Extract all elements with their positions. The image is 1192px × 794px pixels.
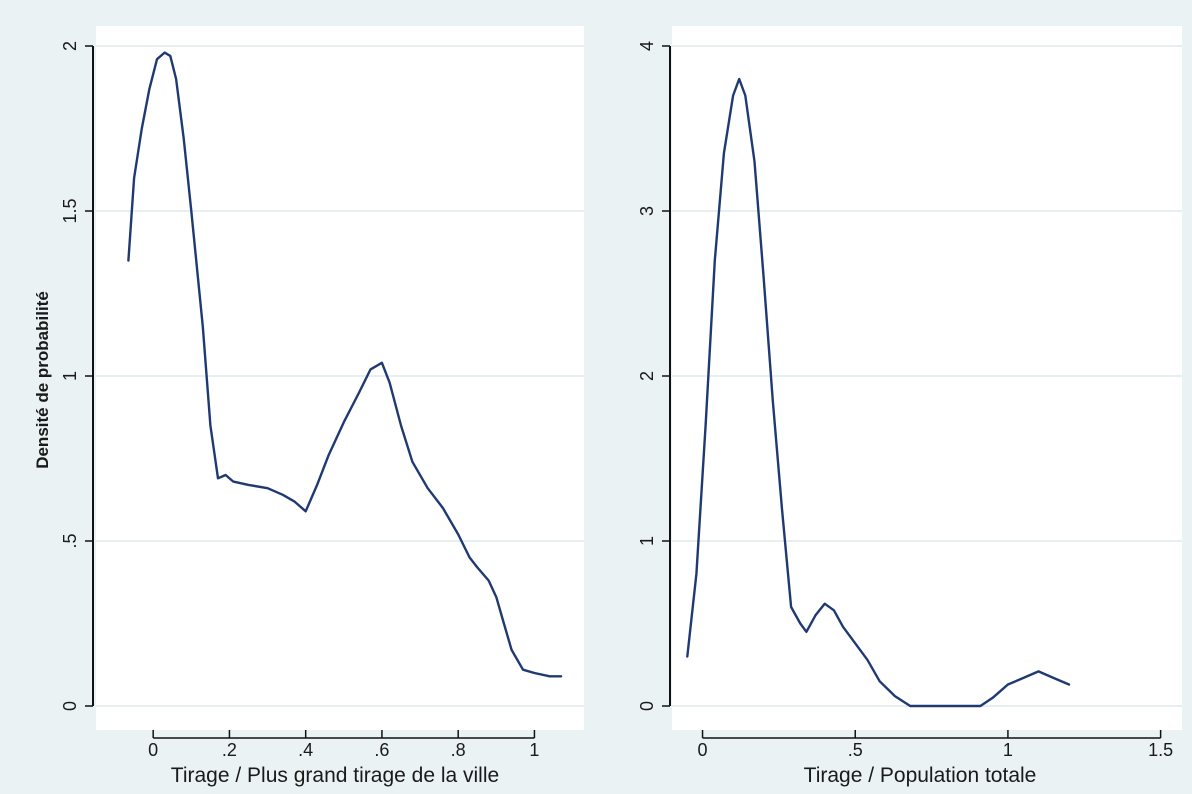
y-tick-label: 0 (637, 701, 657, 711)
x-tick-label: 1.5 (1148, 740, 1173, 760)
y-tick-label: 2 (60, 41, 80, 51)
x-axis-ticks: 0 .5 1 1.5 (698, 730, 1173, 760)
x-axis-title: Tirage / Plus grand tirage de la ville (171, 764, 499, 787)
x-tick-label: .8 (451, 740, 466, 760)
y-gridlines (96, 45, 584, 707)
y-axis-title: Densité de probabilité (33, 291, 52, 469)
x-tick-label: .5 (848, 740, 863, 760)
y-tick-label: 1 (637, 536, 657, 546)
x-tick-label: .2 (222, 740, 237, 760)
x-tick-label: 0 (148, 740, 158, 760)
y-axis-ticks: 0 1 2 3 4 (637, 41, 670, 711)
density-line (686, 77, 1071, 708)
density-curve (127, 51, 563, 678)
right-density-panel: 0 1 2 3 4 0 .5 1 1.5 Tirage / Population totale (637, 26, 1182, 787)
x-tick-label: 0 (698, 740, 708, 760)
x-axis-title: Tirage / Population totale (804, 764, 1037, 787)
y-gridlines (672, 45, 1182, 707)
y-tick-label: 4 (637, 41, 657, 51)
y-tick-label: 0 (60, 701, 80, 711)
x-tick-label: 1 (529, 740, 539, 760)
density-line (127, 51, 563, 678)
plot-area (672, 26, 1182, 730)
y-tick-label: 2 (637, 371, 657, 381)
x-tick-label: .6 (374, 740, 389, 760)
density-curve (686, 77, 1071, 708)
plot-area (96, 26, 584, 730)
x-tick-label: .4 (298, 740, 313, 760)
x-axis-ticks: 0 .2 .4 .6 .8 1 (148, 730, 539, 760)
y-tick-label: 3 (637, 206, 657, 216)
y-tick-label: .5 (60, 533, 80, 548)
x-tick-label: 1 (1003, 740, 1013, 760)
y-axis-ticks: 0 .5 1 1.5 2 (60, 41, 93, 711)
y-tick-label: 1.5 (60, 198, 80, 223)
left-density-panel: 0 .5 1 1.5 2 0 .2 .4 .6 .8 1 Tirage / Plus grand … (33, 26, 584, 787)
y-tick-label: 1 (60, 371, 80, 381)
